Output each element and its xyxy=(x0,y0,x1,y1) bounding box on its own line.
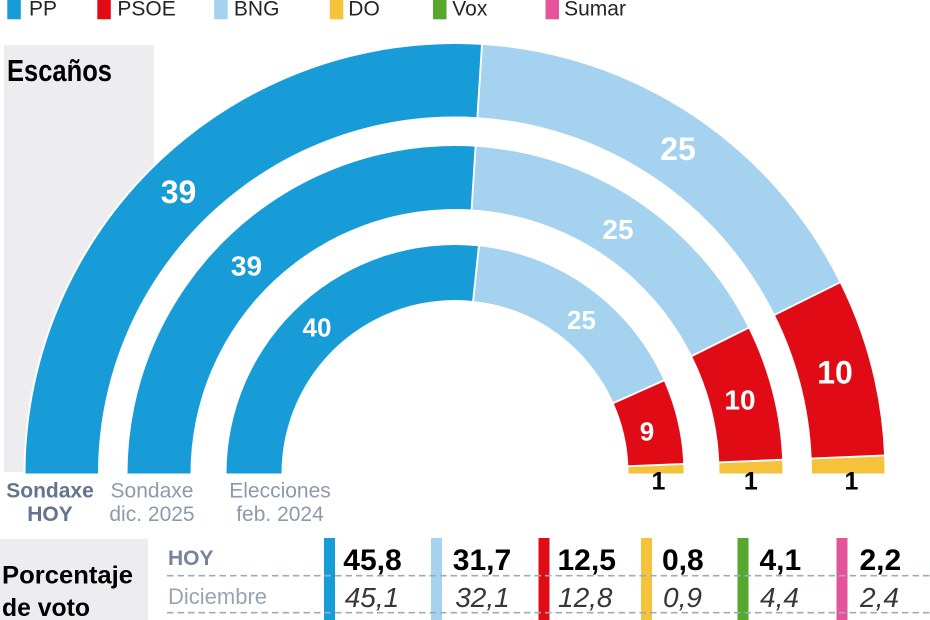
svg-text:39: 39 xyxy=(231,251,262,282)
svg-text:12,8: 12,8 xyxy=(558,582,613,613)
svg-text:1: 1 xyxy=(845,468,859,496)
svg-text:4,4: 4,4 xyxy=(760,582,799,613)
svg-text:de voto: de voto xyxy=(2,594,90,620)
svg-text:1: 1 xyxy=(744,468,758,496)
svg-text:45,8: 45,8 xyxy=(343,544,401,577)
svg-text:Vox: Vox xyxy=(452,0,488,21)
svg-text:Escaños: Escaños xyxy=(7,53,112,88)
svg-text:PP: PP xyxy=(29,0,57,21)
svg-text:12,5: 12,5 xyxy=(558,544,616,577)
svg-text:Sondaxe: Sondaxe xyxy=(111,480,194,503)
svg-text:25: 25 xyxy=(660,131,696,167)
svg-text:HOY: HOY xyxy=(27,503,73,526)
svg-text:31,7: 31,7 xyxy=(453,544,511,577)
svg-text:Elecciones: Elecciones xyxy=(229,480,331,503)
svg-text:2,4: 2,4 xyxy=(859,582,899,613)
svg-text:Sumar: Sumar xyxy=(564,0,626,21)
svg-text:HOY: HOY xyxy=(168,547,214,570)
svg-text:25: 25 xyxy=(602,214,633,245)
svg-text:Porcentaje: Porcentaje xyxy=(2,562,133,590)
svg-text:DO: DO xyxy=(348,0,380,21)
svg-text:PSOE: PSOE xyxy=(117,0,175,21)
svg-text:0,9: 0,9 xyxy=(663,582,702,613)
svg-text:0,8: 0,8 xyxy=(662,544,704,577)
svg-text:Sondaxe: Sondaxe xyxy=(6,480,94,503)
svg-text:10: 10 xyxy=(724,385,755,416)
svg-text:1: 1 xyxy=(652,468,666,496)
svg-text:BNG: BNG xyxy=(234,0,280,21)
svg-text:dic. 2025: dic. 2025 xyxy=(109,503,194,526)
svg-text:feb. 2024: feb. 2024 xyxy=(236,503,324,526)
svg-text:4,1: 4,1 xyxy=(760,544,802,577)
svg-text:Diciembre: Diciembre xyxy=(168,584,267,609)
svg-text:9: 9 xyxy=(640,417,654,447)
svg-text:45,1: 45,1 xyxy=(345,582,400,613)
svg-text:39: 39 xyxy=(161,174,197,210)
svg-text:2,2: 2,2 xyxy=(860,544,902,577)
svg-text:10: 10 xyxy=(817,355,853,391)
svg-text:40: 40 xyxy=(303,313,332,343)
svg-text:32,1: 32,1 xyxy=(455,582,510,613)
svg-text:25: 25 xyxy=(567,305,596,335)
